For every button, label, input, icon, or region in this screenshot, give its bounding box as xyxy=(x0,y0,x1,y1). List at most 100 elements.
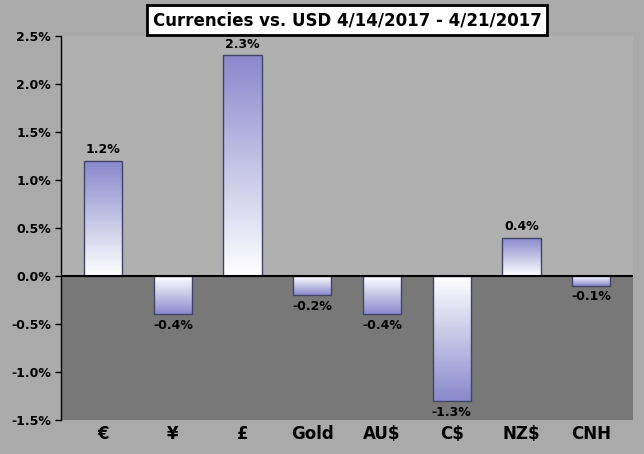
Bar xyxy=(84,185,122,186)
Bar xyxy=(433,329,471,330)
Bar xyxy=(433,377,471,378)
Bar xyxy=(223,212,261,214)
Bar xyxy=(84,258,122,259)
Bar xyxy=(84,252,122,253)
Bar xyxy=(84,184,122,185)
Bar xyxy=(84,213,122,214)
Bar xyxy=(84,186,122,188)
Bar xyxy=(223,245,261,247)
Bar xyxy=(223,161,261,163)
Bar xyxy=(223,150,261,153)
Bar xyxy=(84,253,122,254)
Bar xyxy=(433,302,471,304)
Bar xyxy=(433,277,471,279)
Bar xyxy=(223,86,261,89)
Bar xyxy=(223,119,261,122)
Bar xyxy=(433,356,471,357)
Bar xyxy=(433,366,471,367)
Bar xyxy=(223,274,261,276)
Text: 1.2%: 1.2% xyxy=(86,143,120,156)
Bar xyxy=(84,163,122,164)
Bar xyxy=(84,197,122,198)
Bar xyxy=(223,190,261,192)
Bar xyxy=(433,304,471,305)
Bar xyxy=(433,390,471,391)
Bar xyxy=(433,335,471,336)
Bar xyxy=(84,173,122,175)
Bar xyxy=(433,319,471,320)
Bar xyxy=(84,212,122,213)
Bar xyxy=(223,60,261,62)
Bar xyxy=(223,115,261,117)
Bar xyxy=(223,69,261,71)
Bar xyxy=(84,248,122,250)
Bar xyxy=(223,166,261,168)
Bar xyxy=(223,66,261,69)
Bar xyxy=(84,214,122,215)
Bar xyxy=(84,268,122,269)
Bar xyxy=(223,179,261,181)
Bar xyxy=(433,383,471,385)
Bar xyxy=(84,162,122,163)
Bar xyxy=(223,267,261,270)
Bar xyxy=(223,261,261,263)
Bar xyxy=(223,252,261,254)
Bar xyxy=(433,291,471,292)
Bar xyxy=(84,188,122,190)
Bar xyxy=(223,219,261,221)
Bar xyxy=(223,247,261,250)
Bar xyxy=(223,155,261,157)
Bar xyxy=(84,211,122,212)
Bar xyxy=(223,139,261,142)
Bar xyxy=(84,237,122,238)
Bar xyxy=(84,170,122,171)
Bar xyxy=(433,392,471,393)
Bar xyxy=(223,173,261,175)
Bar xyxy=(433,361,471,362)
Bar xyxy=(223,234,261,237)
Bar xyxy=(223,239,261,241)
Bar xyxy=(223,250,261,252)
Bar xyxy=(223,84,261,86)
Bar xyxy=(433,346,471,347)
Bar xyxy=(84,205,122,206)
Bar xyxy=(223,55,261,58)
Bar xyxy=(502,238,540,276)
Bar xyxy=(433,286,471,287)
Text: -0.4%: -0.4% xyxy=(362,319,402,332)
Bar xyxy=(84,233,122,235)
Bar xyxy=(223,126,261,128)
Bar xyxy=(433,340,471,341)
Bar xyxy=(433,342,471,344)
Bar xyxy=(433,385,471,386)
Bar xyxy=(223,142,261,143)
Bar xyxy=(433,300,471,301)
Bar xyxy=(433,393,471,395)
Bar xyxy=(84,202,122,203)
Bar xyxy=(433,351,471,352)
Bar xyxy=(433,381,471,382)
Bar xyxy=(433,301,471,302)
Bar xyxy=(84,198,122,199)
Bar xyxy=(223,206,261,207)
Bar xyxy=(223,117,261,119)
Bar xyxy=(433,309,471,310)
Bar xyxy=(433,322,471,324)
Bar xyxy=(84,230,122,231)
Bar xyxy=(84,260,122,261)
Bar xyxy=(84,194,122,196)
Bar xyxy=(433,314,471,315)
Bar xyxy=(433,332,471,334)
Bar xyxy=(433,334,471,335)
Bar xyxy=(223,221,261,223)
Bar xyxy=(433,358,471,360)
Bar xyxy=(433,352,471,353)
Bar xyxy=(223,146,261,148)
Bar xyxy=(84,266,122,267)
Bar xyxy=(223,62,261,64)
Bar xyxy=(433,365,471,366)
Bar xyxy=(223,263,261,265)
Bar xyxy=(223,203,261,206)
Bar xyxy=(84,250,122,251)
Bar xyxy=(223,183,261,186)
